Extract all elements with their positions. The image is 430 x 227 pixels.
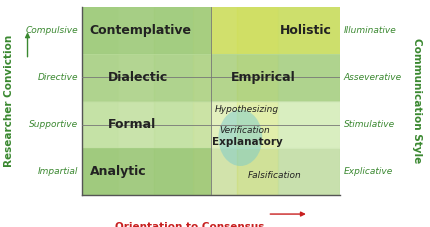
- Bar: [193, 7, 237, 195]
- Bar: [278, 7, 340, 195]
- Bar: [82, 148, 211, 195]
- Text: Dialectic: Dialectic: [108, 71, 168, 84]
- Text: Contemplative: Contemplative: [89, 24, 191, 37]
- Text: Empirical: Empirical: [231, 71, 296, 84]
- Bar: [82, 7, 118, 195]
- Bar: [82, 101, 340, 148]
- Bar: [82, 148, 340, 195]
- Text: Orientation to Consensus: Orientation to Consensus: [115, 222, 265, 227]
- Bar: [237, 7, 278, 195]
- Text: Illuminative: Illuminative: [344, 26, 396, 35]
- Bar: [82, 7, 211, 54]
- Bar: [154, 7, 193, 195]
- Text: Holistic: Holistic: [280, 24, 332, 37]
- Bar: [82, 54, 211, 101]
- Text: Verification: Verification: [220, 126, 270, 135]
- Text: Asseverative: Asseverative: [344, 73, 402, 82]
- Bar: [82, 54, 340, 101]
- Text: Explicative: Explicative: [344, 167, 393, 176]
- Text: Analytic: Analytic: [89, 165, 146, 178]
- Text: Impartial: Impartial: [37, 167, 78, 176]
- Bar: [118, 7, 154, 195]
- Text: Formal: Formal: [108, 118, 156, 131]
- Text: Hypothesizing: Hypothesizing: [215, 105, 279, 114]
- Bar: [211, 7, 340, 54]
- Text: Directive: Directive: [37, 73, 78, 82]
- Ellipse shape: [218, 109, 262, 166]
- Text: Falsification: Falsification: [248, 171, 302, 180]
- Text: Explanatory: Explanatory: [212, 136, 283, 146]
- Bar: [82, 101, 211, 148]
- Bar: [82, 7, 340, 54]
- Text: Compulsive: Compulsive: [25, 26, 78, 35]
- Text: Supportive: Supportive: [29, 120, 78, 129]
- Bar: [211, 54, 340, 101]
- Text: Stimulative: Stimulative: [344, 120, 395, 129]
- Text: Researcher Conviction: Researcher Conviction: [4, 35, 15, 167]
- Text: Communication Style: Communication Style: [412, 38, 422, 164]
